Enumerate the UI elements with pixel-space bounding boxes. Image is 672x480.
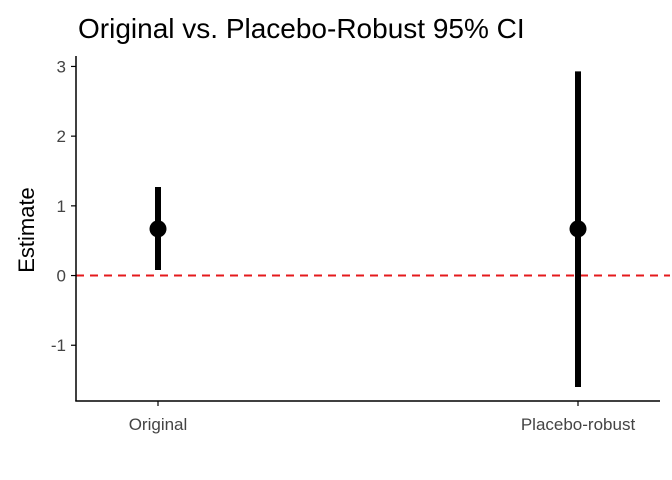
chart-title: Original vs. Placebo-Robust 95% CI bbox=[78, 13, 525, 44]
y-tick-label: 2 bbox=[57, 127, 66, 146]
x-tick-label: Original bbox=[129, 415, 188, 434]
point-estimates bbox=[149, 220, 587, 238]
y-axis-ticks: -1 0 1 2 3 bbox=[51, 57, 76, 355]
y-axis-label: Estimate bbox=[14, 187, 39, 273]
x-tick-label: Placebo-robust bbox=[521, 415, 636, 434]
estimate-point bbox=[149, 220, 167, 238]
y-tick-label: 0 bbox=[57, 267, 66, 286]
y-tick-label: 1 bbox=[57, 197, 66, 216]
y-tick-label: -1 bbox=[51, 336, 66, 355]
y-tick-label: 3 bbox=[57, 57, 66, 76]
estimate-point bbox=[569, 220, 587, 238]
confidence-intervals bbox=[155, 71, 581, 388]
x-axis-ticks: Original Placebo-robust bbox=[129, 401, 636, 434]
